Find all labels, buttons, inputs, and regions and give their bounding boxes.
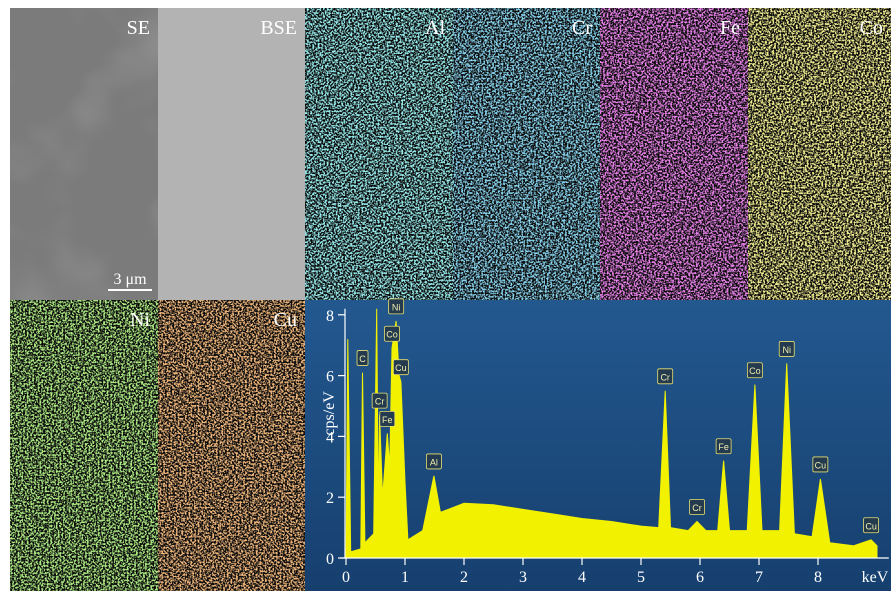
peak-label-box <box>715 438 732 455</box>
y-tick-label: 0 <box>326 551 334 568</box>
panel-label: Cu <box>274 309 297 331</box>
x-tick-label: 6 <box>696 569 704 586</box>
peak-label-box <box>392 359 409 376</box>
peak-label-box <box>388 298 405 315</box>
element-map <box>748 8 891 300</box>
peak-label: C <box>359 354 366 364</box>
y-tick-label: 2 <box>326 490 334 507</box>
peak-label: Ni <box>392 302 401 312</box>
scale-bar-label: 3 μm <box>113 271 147 288</box>
peak-label-box <box>778 341 795 357</box>
peak-label-box <box>371 392 388 409</box>
x-tick-label: 4 <box>578 569 586 586</box>
peak-label-box <box>863 517 879 534</box>
peak-label: Cu <box>395 363 407 373</box>
y-tick-label: 4 <box>326 429 334 446</box>
peak-label: Al <box>430 457 438 467</box>
peak-label: Cr <box>660 372 670 382</box>
peak-label: Fe <box>718 442 729 452</box>
peak-label-box <box>356 350 369 366</box>
panel-label: SE <box>127 17 150 39</box>
sem-contrast <box>10 8 158 300</box>
panel-label: BSE <box>260 17 297 39</box>
peak-label-box <box>657 368 674 385</box>
peak-label: Cu <box>815 460 827 470</box>
peak-label-box <box>746 362 763 379</box>
x-tick-label: 7 <box>755 569 763 586</box>
x-axis-label: keV <box>862 569 889 586</box>
element-map <box>600 8 748 300</box>
panel-label: Co <box>860 17 883 39</box>
y-tick-label: 6 <box>326 369 334 386</box>
peak-label: Cr <box>692 503 702 513</box>
peak-label-box <box>384 325 400 342</box>
panel-label: Fe <box>720 17 740 39</box>
peak-label: Co <box>749 366 761 376</box>
y-axis-label: cps/eV <box>321 391 338 436</box>
peak-label-box <box>689 499 705 515</box>
peak-label-box <box>812 456 829 473</box>
peak-label-box <box>379 410 396 427</box>
panel-label: Ni <box>130 309 150 331</box>
element-map <box>158 300 305 591</box>
element-map <box>10 300 158 591</box>
element-map <box>453 8 600 300</box>
x-tick-label: 0 <box>342 569 350 586</box>
panel-label: Cr <box>572 17 592 39</box>
y-tick-label: 8 <box>326 308 334 325</box>
x-tick-label: 1 <box>401 569 409 586</box>
panel-label: Al <box>425 17 445 39</box>
element-map <box>305 8 453 300</box>
peak-label: Ni <box>782 345 791 355</box>
x-tick-label: 3 <box>519 569 527 586</box>
peak-label-box <box>426 453 442 470</box>
peak-label: Cu <box>865 521 877 531</box>
x-tick-label: 2 <box>460 569 468 586</box>
x-tick-label: 8 <box>814 569 822 586</box>
sem-image <box>158 8 305 300</box>
x-tick-label: 5 <box>637 569 645 586</box>
peak-label: Fe <box>382 415 393 425</box>
peak-label: Cr <box>375 397 385 407</box>
spectrum <box>345 308 878 559</box>
peak-label: Co <box>386 330 398 340</box>
